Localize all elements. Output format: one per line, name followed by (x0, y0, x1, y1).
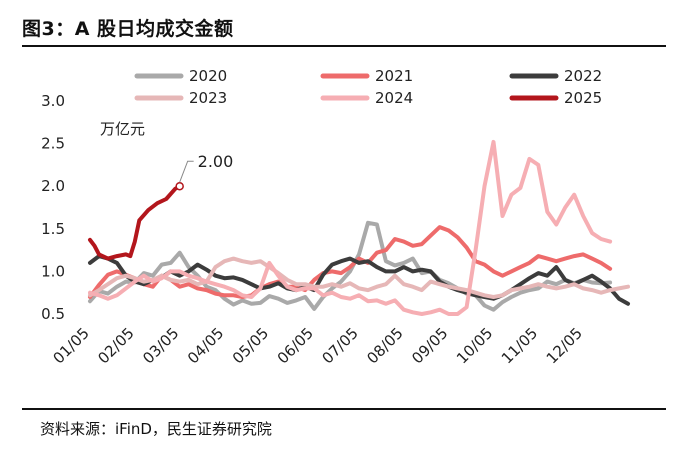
source-rule (22, 408, 666, 410)
x-tick-label: 03/05 (139, 324, 182, 367)
y-tick-label: 2.5 (41, 135, 65, 153)
x-tick-label: 11/05 (498, 324, 541, 367)
series-line-2024 (88, 139, 613, 316)
figure-title: 图3：A 股日均成交金额 (22, 18, 234, 40)
x-tick-label: 07/05 (319, 324, 362, 367)
y-axis-unit-label: 万亿元 (100, 120, 145, 138)
x-tick-label: 12/05 (543, 324, 586, 367)
x-tick-label: 10/05 (453, 324, 496, 367)
x-axis: 01/05 02/05 03/05 04/05 05/05 06/05 07/05 08/05… (50, 324, 586, 367)
y-tick-label: 1.5 (41, 220, 65, 238)
series-line-2020 (88, 220, 613, 312)
x-tick-label: 04/05 (184, 324, 227, 367)
annotation-label: 2.00 (198, 152, 234, 171)
x-tick-label: 09/05 (408, 324, 451, 367)
series-line-2025 (88, 184, 182, 261)
series-line-2022 (88, 254, 630, 306)
legend: 2020 2021 2022 2023 2024 2025 (134, 67, 602, 107)
x-tick-label: 05/05 (229, 324, 272, 367)
y-tick-label: 1.0 (41, 262, 65, 280)
legend-label-2023: 2023 (189, 89, 227, 107)
source-note: 资料来源：iFinD，民生证券研究院 (40, 420, 272, 438)
x-tick-label: 02/05 (94, 324, 137, 367)
title-rule (22, 45, 666, 47)
x-tick-label: 08/05 (363, 324, 406, 367)
legend-label-2025: 2025 (564, 89, 602, 107)
y-axis: 3.0 2.5 2.0 1.5 1.0 0.5 (41, 92, 65, 323)
x-tick-label: 01/05 (50, 324, 93, 367)
y-tick-label: 0.5 (41, 305, 65, 323)
x-tick-label: 06/05 (274, 324, 317, 367)
series-lines (88, 139, 630, 316)
annotation: 2.00 (175, 152, 234, 191)
series-line-2021 (88, 225, 613, 299)
legend-label-2022: 2022 (564, 67, 602, 85)
legend-label-2020: 2020 (189, 67, 227, 85)
y-tick-label: 3.0 (41, 92, 65, 110)
annotation-leader (179, 160, 194, 183)
y-tick-label: 2.0 (41, 177, 65, 195)
annotation-marker (175, 181, 184, 191)
series-line-2023 (88, 256, 630, 299)
legend-label-2024: 2024 (375, 89, 413, 107)
legend-label-2021: 2021 (375, 67, 413, 85)
